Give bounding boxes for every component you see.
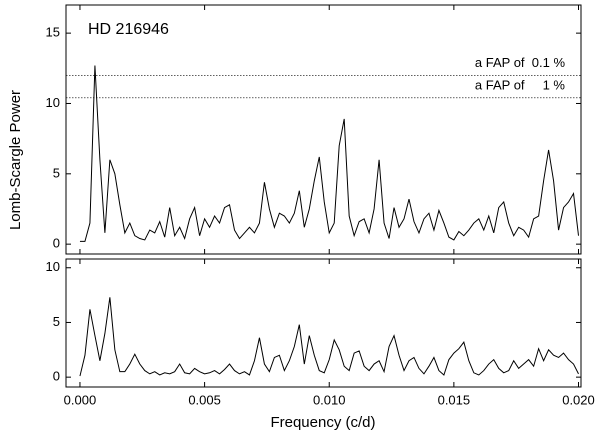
x-tick-label: 0.000	[64, 392, 97, 407]
x-tick-label: 0.010	[313, 392, 346, 407]
x-tick-label: 0.005	[188, 392, 221, 407]
y-tick-label: 10	[46, 259, 60, 274]
y-tick-label: 0	[53, 369, 60, 384]
y-tick-label: 10	[46, 95, 60, 110]
x-axis-label: Frequency (c/d)	[270, 414, 375, 431]
x-tick-label: 0.020	[562, 392, 595, 407]
y-tick-label: 0	[53, 236, 60, 251]
periodogram-line	[79, 297, 579, 377]
plot-frame	[65, 4, 582, 255]
y-axis-label: Lomb-Scargle Power	[7, 90, 24, 230]
fap-label: a FAP of 1 %	[475, 77, 566, 92]
periodogram-line	[79, 65, 580, 242]
y-tick-label: 5	[53, 314, 60, 329]
plot-frame	[65, 258, 582, 388]
x-tick-label: 0.015	[438, 392, 471, 407]
y-tick-label: 5	[53, 165, 60, 180]
chart-title: HD 216946	[88, 21, 169, 38]
y-tick-label: 15	[46, 25, 60, 40]
fap-label: a FAP of 0.1 %	[475, 55, 566, 70]
